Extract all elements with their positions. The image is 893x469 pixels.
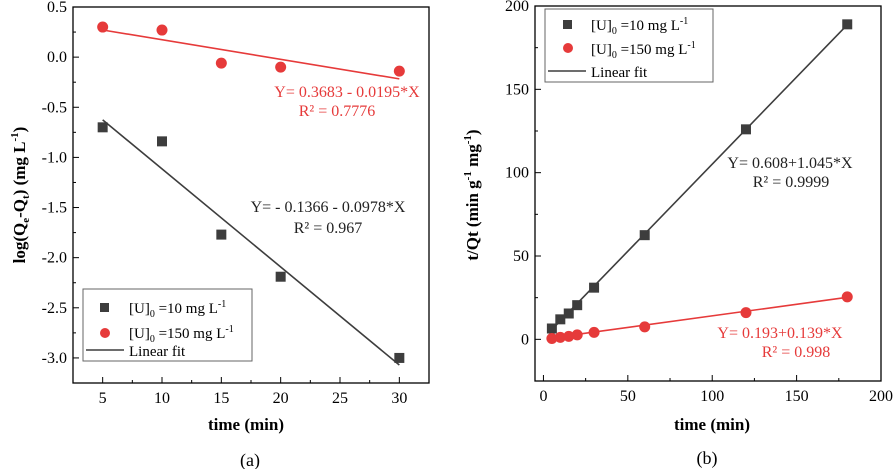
x-tick-label: 30: [391, 390, 407, 407]
y-tick-label: -3.0: [42, 350, 67, 367]
data-point-square: [563, 308, 574, 319]
legend-circle-marker: [100, 328, 110, 338]
data-point-square: [275, 271, 286, 282]
panel-b: 0 50 100 150 200 0 50 100 150 200 Y= 0.608+1.045*…: [462, 0, 893, 469]
legend: [U]0 =10 mg L-1 [U]0 =150 mg L-1 Linear …: [82, 288, 253, 362]
y-tick-label: -1.0: [42, 149, 67, 166]
data-point-circle: [97, 21, 109, 33]
data-point-square: [589, 282, 600, 293]
data-point-circle: [156, 24, 168, 36]
x-tick-label: 15: [213, 390, 229, 407]
data-point-circle: [554, 331, 566, 343]
legend-item-150: [U]0 =150 mg L-1: [129, 324, 234, 345]
data-point-circle: [546, 333, 558, 344]
data-point-square: [157, 136, 167, 147]
data-point-square: [97, 122, 108, 133]
y-tick-label: 0.5: [47, 0, 67, 16]
legend-circle-marker: [563, 43, 573, 53]
plot-frame: [534, 5, 882, 382]
y-tick-label: -1.5: [42, 200, 67, 217]
data-point-circle: [639, 321, 651, 333]
legend-item-fit: Linear fit: [129, 344, 186, 360]
y-axis-label: log(Qe-Qt) (mg L-1): [9, 127, 32, 264]
legend-item-10: [U]0 =10 mg L-1: [591, 16, 688, 37]
data-point-square: [394, 352, 405, 363]
legend: [U]0 =10 mg L-1 [U]0 =150 mg L-1 Linear …: [544, 8, 714, 83]
y-tick-label: -0.5: [42, 99, 67, 116]
data-point-circle: [740, 307, 752, 319]
r2-red: R² = 0.998: [762, 344, 831, 361]
data-point-circle: [588, 326, 600, 338]
fit-line-red: [102, 29, 400, 80]
fit-lines: [102, 29, 400, 366]
data-point-square: [639, 230, 650, 241]
fit-lines: [551, 24, 848, 339]
y-tick-label: 200: [505, 0, 529, 15]
legend-item-150: [U]0 =150 mg L-1: [591, 40, 696, 61]
data-point-square: [842, 19, 853, 30]
data-point-square: [216, 229, 227, 240]
legend-item-10: [U]0 =10 mg L-1: [129, 299, 226, 320]
equation-red: Y= 0.193+0.139*X: [717, 325, 843, 342]
data-point-circle: [215, 57, 227, 69]
data-point-square: [546, 323, 557, 334]
equation-black: Y= - 0.1366 - 0.0978*X: [251, 199, 406, 216]
legend-item-fit: Linear fit: [591, 65, 648, 81]
data-point-square: [572, 300, 583, 311]
data-point-square: [555, 314, 566, 325]
x-tick-label: 25: [332, 390, 348, 407]
data-points: [97, 21, 405, 363]
panel-label: (b): [697, 448, 718, 469]
y-tick-label: 100: [505, 165, 529, 182]
x-tick-label: 200: [869, 388, 893, 405]
x-tick-label: 50: [620, 388, 636, 405]
fit-line-red: [551, 296, 848, 339]
x-tick-label: 0: [539, 388, 547, 405]
data-point-circle: [841, 291, 853, 303]
y-tick-label: 50: [513, 248, 529, 265]
y-tick-label: 0.0: [47, 49, 67, 66]
panel-label: (a): [240, 450, 260, 469]
data-point-circle: [563, 330, 575, 342]
data-points: [546, 19, 853, 344]
r2-black: R² = 0.9999: [753, 174, 830, 191]
legend-square-marker: [563, 20, 572, 29]
data-point-circle: [571, 329, 583, 341]
axis-ticks: 5 10 15 20 25 30 0.5 0.0 -0.5 -1.0 -1.5 -2.0 -2.5 -3.…: [42, 0, 408, 407]
equation-black: Y= 0.608+1.045*X: [727, 155, 853, 172]
fit-line-black: [102, 119, 400, 366]
axis-ticks: 0 50 100 150 200 0 50 100 150 200: [505, 0, 893, 405]
equation-red: Y= 0.3683 - 0.0195*X: [274, 84, 420, 101]
r2-red: R² = 0.7776: [299, 103, 376, 120]
x-tick-label: 100: [700, 388, 724, 405]
x-tick-label: 20: [273, 390, 289, 407]
y-tick-label: 0: [521, 331, 529, 348]
y-tick-label: 150: [505, 81, 529, 98]
x-axis-label: time (min): [674, 415, 750, 434]
data-point-circle: [393, 65, 405, 77]
x-tick-label: 5: [99, 390, 107, 407]
fit-line-black: [551, 24, 848, 331]
x-tick-label: 10: [154, 390, 170, 407]
y-axis-label: t/Qt (min g-1 mg-1): [462, 129, 482, 260]
data-point-circle: [275, 61, 287, 73]
panel-a: 5 10 15 20 25 30 0.5 0.0 -0.5 -1.0 -1.5 -2.0 -2.5 -3.…: [9, 0, 430, 469]
y-tick-label: -2.0: [42, 250, 67, 267]
r2-black: R² = 0.967: [294, 220, 363, 237]
x-tick-label: 150: [785, 388, 809, 405]
x-axis-label: time (min): [208, 415, 284, 434]
data-point-square: [740, 124, 751, 135]
legend-square-marker: [100, 303, 109, 312]
y-tick-label: -2.5: [42, 300, 67, 317]
